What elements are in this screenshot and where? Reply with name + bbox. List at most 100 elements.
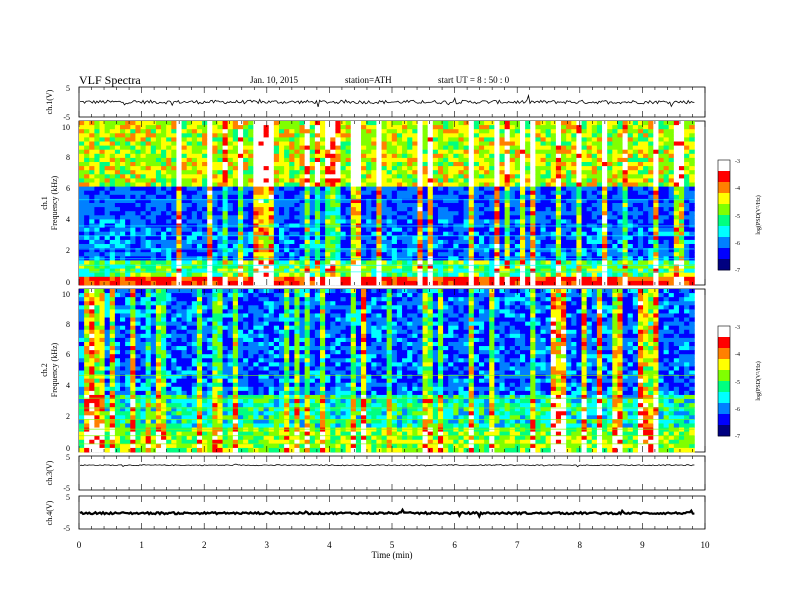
spectrogram-cell [473,182,480,187]
spectrogram-cell [684,264,690,269]
spectrogram-cell [648,276,654,282]
spectrogram-cell [473,198,480,204]
spectrogram-cell [371,244,377,249]
spectrogram-cell [396,145,403,151]
spectrogram-cell [340,129,347,134]
spectrogram-cell [689,162,695,167]
spectrogram-cell [571,162,577,167]
spectrogram-cell [335,157,341,163]
spectrogram-cell [535,182,541,187]
spectrogram-cell [248,182,254,187]
spectrogram-cell [145,178,152,183]
spectrogram-cell [304,239,311,245]
spectrogram-cell [243,198,249,204]
spectrogram-cell [161,190,167,196]
spectrogram-cell [227,149,234,155]
spectrogram-cell [309,280,316,286]
spectrogram-cell [89,178,95,183]
spectrogram-cell [371,215,377,220]
spectrogram-cell [140,235,147,241]
spectrogram-cell [320,141,326,146]
spectrogram-cell [422,198,429,204]
spectrogram-cell [530,149,536,155]
spectrogram-cell [309,133,316,138]
spectrogram-cell [207,239,213,245]
spectrogram-cell [294,194,300,200]
spectrogram-cell [612,162,618,167]
spectrogram-cell [417,244,423,249]
spectrogram-cell [514,219,521,224]
spectrogram-cell [632,244,639,249]
spectrogram-cell [79,325,85,331]
spectrogram-cell [125,133,131,138]
spectrogram-cell [104,162,111,167]
spectrogram-cell [335,198,341,204]
spectrogram-cell [458,174,464,179]
spectrogram-cell [376,186,382,192]
spectrogram-cell [273,186,280,192]
spectrogram-cell [109,178,116,183]
spectrogram-cell [668,252,675,257]
colorbar-swatch [718,220,730,224]
spectrogram-cell [150,248,157,253]
spectrogram-cell [607,215,613,220]
spectrogram-cell [407,231,413,237]
spectrogram-cell [232,141,239,146]
spectrogram-cell [366,227,372,233]
spectrogram-cell [325,174,331,179]
station-label: station=ATH [345,75,392,85]
spectrogram-cell [273,182,280,187]
colorbar-swatch [718,173,730,177]
spectrogram-cell [550,170,557,175]
spectrogram-cell [181,149,188,155]
spectrogram-cell [196,248,203,253]
spectrogram-cell [273,190,280,196]
spectrogram-cell [668,207,675,212]
spectrogram-cell [566,276,572,282]
spectrogram-cell [99,178,106,183]
spectrogram-cell [443,244,449,249]
spectrogram-cell [140,244,147,249]
spectrogram-cell [89,329,95,335]
spectrogram-cell [335,248,341,253]
spectrogram-cell [663,272,670,278]
spectrogram-cell [371,260,377,265]
spectrogram-cell [617,129,623,134]
spectrogram-cell [120,227,126,233]
spectrogram-cell [643,227,649,233]
spectrogram-cell [299,268,306,274]
spectrogram-cell [304,264,311,269]
spectrogram-cell [155,166,162,171]
spectrogram-cell [140,207,147,212]
spectrogram-cell [576,280,582,286]
spectrogram-cell [412,182,418,187]
spectrogram-cell [489,190,495,196]
spectrogram-cell [366,141,372,146]
spectrogram-cell [196,198,203,204]
spectrogram-cell [530,272,536,278]
spectrogram-cell [361,194,367,200]
spectrogram-cell [89,325,95,331]
spectrogram-cell [412,121,418,126]
spectrogram-cell [448,157,454,163]
spectrogram-cell [253,141,259,146]
spectrogram-cell [84,157,90,163]
spectrogram-cell [120,272,126,278]
spectrogram-cell [550,121,557,126]
spectrogram-cell [84,141,90,146]
spectrogram-cell [135,125,141,130]
spectrogram-cell [253,244,259,249]
spectrogram-cell [217,203,223,208]
spectrogram-cell [181,235,188,241]
spectrogram-cell [161,153,167,159]
spectrogram-cell [325,194,331,200]
spectrogram-cell [478,149,485,155]
spectrogram-cell [340,137,347,142]
spectrogram-cell [525,264,531,269]
spectrogram-cell [304,166,311,171]
spectrogram-cell [550,149,557,155]
spectrogram-cell [227,264,234,269]
spectrogram-cell [586,198,593,204]
spectrogram-cell [407,153,413,159]
spectrogram-cell [499,186,506,192]
